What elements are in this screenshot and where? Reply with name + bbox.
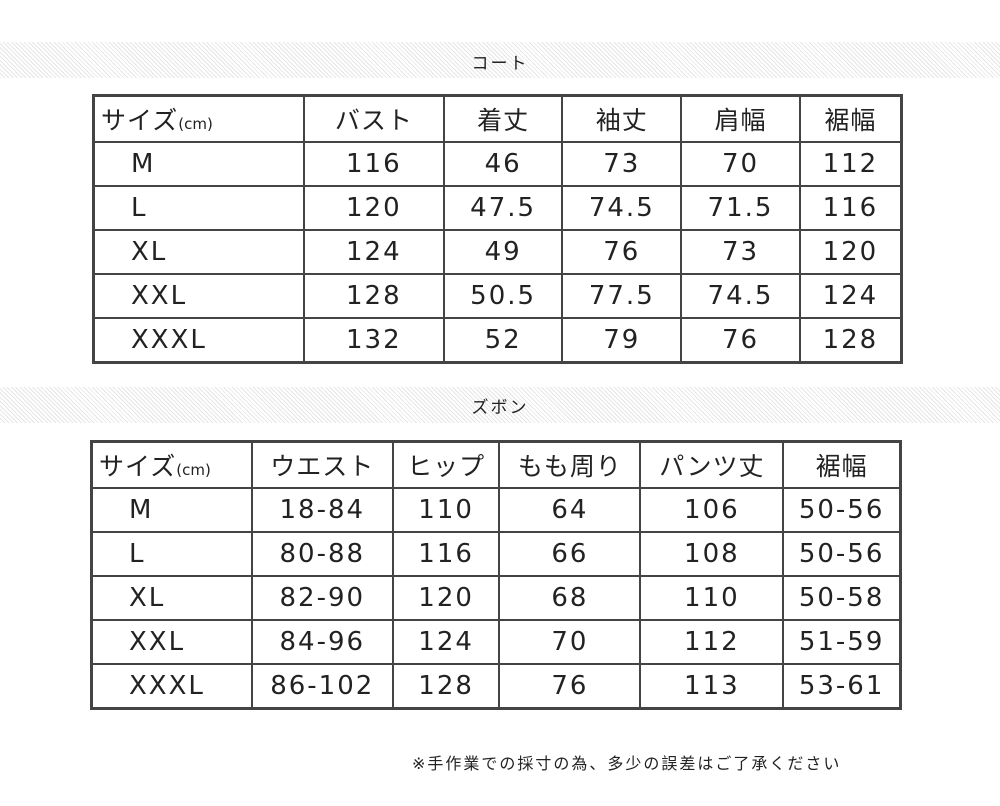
table-cell: 110 xyxy=(391,487,501,533)
table-cell: 50-56 xyxy=(782,487,902,533)
table-cell: 53-61 xyxy=(782,663,902,710)
table-cell: 120 xyxy=(302,185,445,231)
size-cell: L xyxy=(90,531,253,577)
coat-size-table: サイズ(cm) バスト 着丈 袖丈 肩幅 裾幅 M 116 46 73 70 112 L 120 47.5 7… xyxy=(92,94,903,364)
size-cell: L xyxy=(92,185,305,231)
table-cell: 82-90 xyxy=(250,575,394,621)
table-cell: 66 xyxy=(498,531,642,577)
table-cell: 74.5 xyxy=(561,185,683,231)
pants-size-table: サイズ(cm) ウエスト ヒップ もも周り パンツ丈 裾幅 M 18-84 110 64 106 50… xyxy=(90,440,902,710)
size-cell: XXXL xyxy=(92,317,305,364)
table-cell: 120 xyxy=(798,229,903,275)
size-label: サイズ xyxy=(101,106,179,135)
column-header: バスト xyxy=(302,94,445,143)
column-header: 袖丈 xyxy=(561,94,683,143)
table-cell: 106 xyxy=(639,487,785,533)
table-cell: 108 xyxy=(639,531,785,577)
size-cell: XL xyxy=(92,229,305,275)
column-header: もも周り xyxy=(498,440,642,489)
table-cell: 113 xyxy=(639,663,785,710)
column-header: 肩幅 xyxy=(680,94,801,143)
table-cell: 77.5 xyxy=(561,273,683,319)
table-row: XXL 128 50.5 77.5 74.5 124 xyxy=(92,273,903,319)
table-cell: 112 xyxy=(639,619,785,665)
table-cell: 49 xyxy=(442,229,564,275)
table-cell: 70 xyxy=(680,141,801,187)
table-cell: 80-88 xyxy=(250,531,394,577)
table-cell: 51-59 xyxy=(782,619,902,665)
table-cell: 112 xyxy=(798,141,903,187)
table-cell: 128 xyxy=(798,317,903,364)
section-band-pants xyxy=(0,387,1000,423)
table-cell: 76 xyxy=(498,663,642,710)
table-cell: 73 xyxy=(561,141,683,187)
table-row: L 80-88 116 66 108 50-56 xyxy=(90,531,902,577)
table-cell: 79 xyxy=(561,317,683,364)
column-header: ウエスト xyxy=(250,440,394,489)
table-cell: 128 xyxy=(391,663,501,710)
table-cell: 50-58 xyxy=(782,575,902,621)
table-row: XXXL 86-102 128 76 113 53-61 xyxy=(90,663,902,710)
table-cell: 64 xyxy=(498,487,642,533)
size-cell: XXL xyxy=(92,273,305,319)
table-row: M 116 46 73 70 112 xyxy=(92,141,903,187)
section-band-coat xyxy=(0,42,1000,78)
column-header: 裾幅 xyxy=(782,440,902,489)
table-cell: 124 xyxy=(391,619,501,665)
column-header: 裾幅 xyxy=(798,94,903,143)
table-cell: 116 xyxy=(798,185,903,231)
column-header: 着丈 xyxy=(442,94,564,143)
table-cell: 116 xyxy=(391,531,501,577)
table-cell: 116 xyxy=(302,141,445,187)
table-cell: 76 xyxy=(680,317,801,364)
table-row: M 18-84 110 64 106 50-56 xyxy=(90,487,902,533)
size-cell: XXL xyxy=(90,619,253,665)
table-cell: 76 xyxy=(561,229,683,275)
section-title-pants: ズボン xyxy=(471,398,529,418)
table-cell: 47.5 xyxy=(442,185,564,231)
table-cell: 18-84 xyxy=(250,487,394,533)
table-cell: 132 xyxy=(302,317,445,364)
column-header: ヒップ xyxy=(391,440,501,489)
size-cell: XL xyxy=(90,575,253,621)
table-cell: 71.5 xyxy=(680,185,801,231)
section-title-coat: コート xyxy=(471,54,529,74)
table-cell: 52 xyxy=(442,317,564,364)
table-cell: 120 xyxy=(391,575,501,621)
header-row: サイズ(cm) バスト 着丈 袖丈 肩幅 裾幅 xyxy=(92,94,903,143)
column-header: パンツ丈 xyxy=(639,440,785,489)
table-row: XL 124 49 76 73 120 xyxy=(92,229,903,275)
table-cell: 74.5 xyxy=(680,273,801,319)
table-cell: 84-96 xyxy=(250,619,394,665)
header-row: サイズ(cm) ウエスト ヒップ もも周り パンツ丈 裾幅 xyxy=(90,440,902,489)
size-cell: M xyxy=(90,487,253,533)
table-cell: 50.5 xyxy=(442,273,564,319)
measurement-note: ※手作業での採寸の為、多少の誤差はご了承ください xyxy=(412,754,842,773)
table-cell: 86-102 xyxy=(250,663,394,710)
header-size: サイズ(cm) xyxy=(90,440,253,489)
unit-label: (cm) xyxy=(176,461,211,479)
header-size: サイズ(cm) xyxy=(92,94,305,143)
size-cell: M xyxy=(92,141,305,187)
table-row: XXL 84-96 124 70 112 51-59 xyxy=(90,619,902,665)
size-cell: XXXL xyxy=(90,663,253,710)
table-cell: 46 xyxy=(442,141,564,187)
table-row: L 120 47.5 74.5 71.5 116 xyxy=(92,185,903,231)
unit-label: (cm) xyxy=(178,115,213,133)
table-cell: 124 xyxy=(302,229,445,275)
table-cell: 70 xyxy=(498,619,642,665)
table-cell: 124 xyxy=(798,273,903,319)
table-cell: 110 xyxy=(639,575,785,621)
table-cell: 50-56 xyxy=(782,531,902,577)
table-cell: 68 xyxy=(498,575,642,621)
table-cell: 73 xyxy=(680,229,801,275)
size-label: サイズ xyxy=(99,452,177,481)
table-cell: 128 xyxy=(302,273,445,319)
table-row: XL 82-90 120 68 110 50-58 xyxy=(90,575,902,621)
table-row: XXXL 132 52 79 76 128 xyxy=(92,317,903,364)
